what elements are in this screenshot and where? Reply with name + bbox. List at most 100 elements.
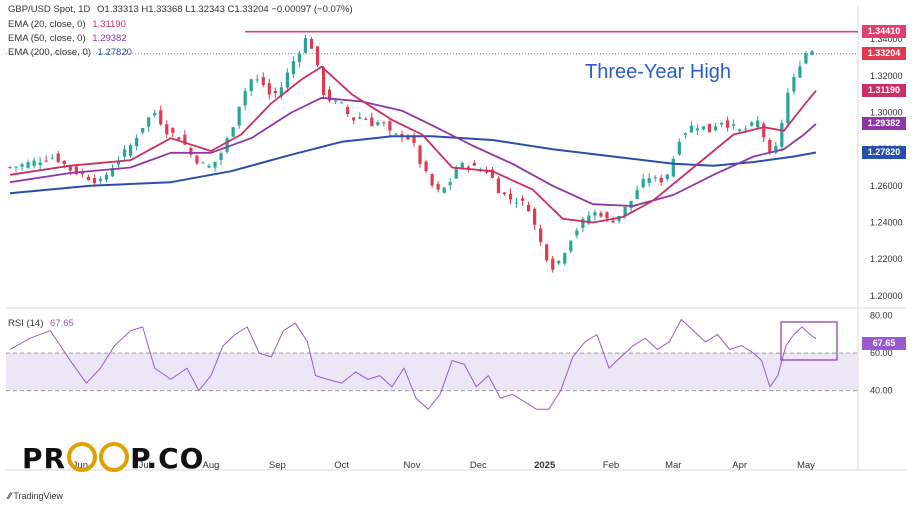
candle-body <box>732 124 736 126</box>
candle-body <box>545 244 549 261</box>
candle-body <box>249 79 253 92</box>
candle-body <box>177 137 181 140</box>
candle-body <box>68 165 72 171</box>
candle-body <box>165 124 169 135</box>
candle-body <box>255 79 259 81</box>
candle-body <box>508 193 513 200</box>
candle-body <box>593 212 597 216</box>
candle-body <box>713 126 718 131</box>
brand-logo: PR P.CO <box>22 442 204 475</box>
candle-body <box>563 253 567 264</box>
price-tick-label: 1.30000 <box>870 108 903 118</box>
candle-body <box>14 166 18 168</box>
rsi-highlight-box <box>780 321 838 361</box>
month-tick-label: Nov <box>404 460 421 471</box>
candle-body <box>792 77 796 92</box>
candle-body <box>195 155 199 164</box>
ema200-label: EMA (200, close, 0) <box>8 47 91 58</box>
ohlc-values: O1.33313 H1.33368 L1.32343 C1.33204 −0.0… <box>97 4 353 15</box>
candle-body <box>412 136 416 144</box>
candle-body <box>798 66 802 78</box>
candle-body <box>297 53 302 63</box>
ema20-line <box>9 65 817 224</box>
candle-body <box>92 178 97 184</box>
candle-body <box>116 160 121 165</box>
price-tick-label: 1.20000 <box>870 291 903 301</box>
tradingview-watermark: ⁄⁄ TradingView <box>8 491 63 501</box>
month-tick-label: Dec <box>470 460 487 471</box>
candle-body <box>605 212 609 219</box>
candle-body <box>786 92 790 124</box>
candle-body <box>382 122 386 124</box>
candle-body <box>237 106 241 126</box>
candle-body <box>719 122 724 125</box>
candle-body <box>695 128 700 131</box>
price-axis-label: 1.33204 <box>862 47 906 61</box>
rsi-line <box>9 319 817 410</box>
price-axis-label: 1.27820 <box>862 145 906 159</box>
candle-body <box>490 169 495 178</box>
ema20-value: 1.31190 <box>92 19 126 30</box>
candle-body <box>110 168 115 177</box>
symbol-legend: GBP/USD Spot, 1D O1.33313 H1.33368 L1.32… <box>8 4 353 16</box>
price-axis-label: 1.29382 <box>862 117 906 131</box>
candle-body <box>514 202 519 204</box>
candle-body <box>261 77 265 85</box>
candle-body <box>629 200 633 209</box>
rsi-label: RSI (14) <box>8 318 44 329</box>
candle-body <box>129 145 133 156</box>
rsi-tick-label: 80.00 <box>870 311 893 321</box>
candle-body <box>665 174 669 180</box>
candle-body <box>502 192 507 195</box>
candle-body <box>526 204 531 212</box>
candle-body <box>671 158 675 177</box>
candle-body <box>611 220 615 223</box>
candle-body <box>273 90 277 94</box>
candle-body <box>575 230 579 236</box>
candle-body <box>689 125 693 133</box>
candle-body <box>346 106 350 115</box>
brand-right: P.CO <box>130 442 205 475</box>
candle-body <box>647 178 651 184</box>
candle-body <box>285 72 289 88</box>
candle-body <box>321 67 326 96</box>
candle-body <box>635 190 639 200</box>
candle-body <box>231 127 235 137</box>
candle-body <box>98 178 103 182</box>
symbol-title: GBP/USD Spot, 1D <box>8 4 91 15</box>
candle-body <box>599 212 603 217</box>
candle-body <box>750 122 754 126</box>
candle-body <box>683 133 687 135</box>
brand-o-icon <box>99 442 130 472</box>
candle-body <box>520 198 525 201</box>
ema20-legend: EMA (20, close, 0) 1.31190 <box>8 19 126 31</box>
tradingview-logo-icon: ⁄⁄ <box>8 491 12 501</box>
candle-body <box>44 160 48 162</box>
candle-body <box>171 128 175 133</box>
candle-body <box>189 148 193 155</box>
ema50-legend: EMA (50, close, 0) 1.29382 <box>8 33 127 45</box>
candle-body <box>448 182 452 186</box>
candle-body <box>147 117 151 127</box>
candle-body <box>804 53 808 64</box>
rsi-band <box>6 353 858 391</box>
candle-body <box>370 117 374 127</box>
ema200-line <box>9 135 817 195</box>
candle-body <box>388 121 392 131</box>
candle-body <box>768 139 772 154</box>
ema50-label: EMA (50, close, 0) <box>8 33 86 44</box>
brand-o-icon <box>67 442 98 472</box>
candle-body <box>159 110 163 125</box>
candle-body <box>424 161 428 172</box>
candle-body <box>213 161 217 168</box>
candle-body <box>327 89 332 101</box>
candle-body <box>810 51 814 55</box>
candle-body <box>442 187 446 193</box>
rsi-tick-label: 60.00 <box>870 348 893 358</box>
candle-body <box>406 135 410 140</box>
candle-body <box>744 128 748 130</box>
ema50-value: 1.29382 <box>92 33 127 44</box>
rsi-tick-label: 40.00 <box>870 386 893 396</box>
candle-body <box>267 83 271 95</box>
candle-body <box>8 167 12 169</box>
